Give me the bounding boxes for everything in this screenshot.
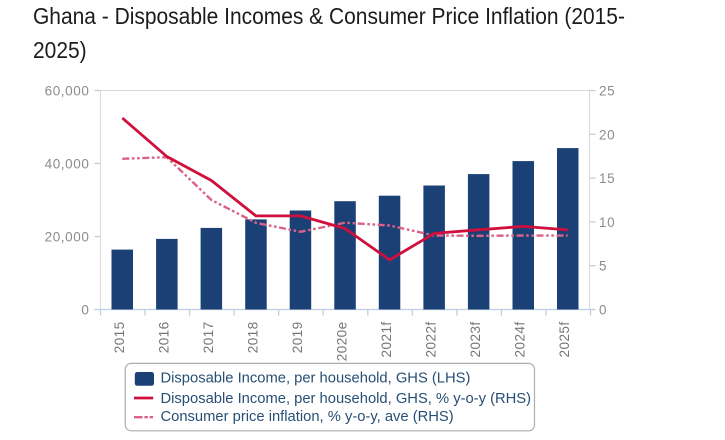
svg-text:Disposable Income, per househo: Disposable Income, per household, GHS, %…	[161, 391, 532, 407]
svg-text:2022f: 2022f	[424, 321, 439, 357]
svg-text:2015: 2015	[112, 321, 127, 353]
svg-text:2020e: 2020e	[335, 321, 350, 361]
svg-text:2016: 2016	[156, 321, 171, 353]
svg-text:Consumer price inflation, % y-: Consumer price inflation, % y-o-y, ave (…	[161, 409, 454, 425]
svg-text:2024f: 2024f	[513, 321, 528, 357]
svg-text:0: 0	[81, 303, 89, 318]
svg-text:40,000: 40,000	[45, 157, 90, 172]
svg-text:2018: 2018	[245, 321, 260, 353]
svg-text:25: 25	[599, 84, 615, 99]
svg-text:2019: 2019	[290, 321, 305, 353]
svg-text:2021f: 2021f	[379, 321, 394, 357]
svg-text:0: 0	[599, 303, 607, 318]
svg-text:2017: 2017	[201, 321, 216, 353]
svg-text:60,000: 60,000	[45, 84, 90, 99]
svg-text:20: 20	[599, 127, 615, 142]
svg-text:2025f: 2025f	[557, 321, 572, 357]
svg-text:20,000: 20,000	[45, 230, 90, 245]
svg-text:15: 15	[599, 171, 615, 186]
svg-text:10: 10	[599, 215, 615, 230]
svg-text:Disposable Income, per househo: Disposable Income, per household, GHS (L…	[161, 371, 471, 387]
svg-text:2023f: 2023f	[468, 321, 483, 357]
svg-text:5: 5	[599, 259, 607, 274]
